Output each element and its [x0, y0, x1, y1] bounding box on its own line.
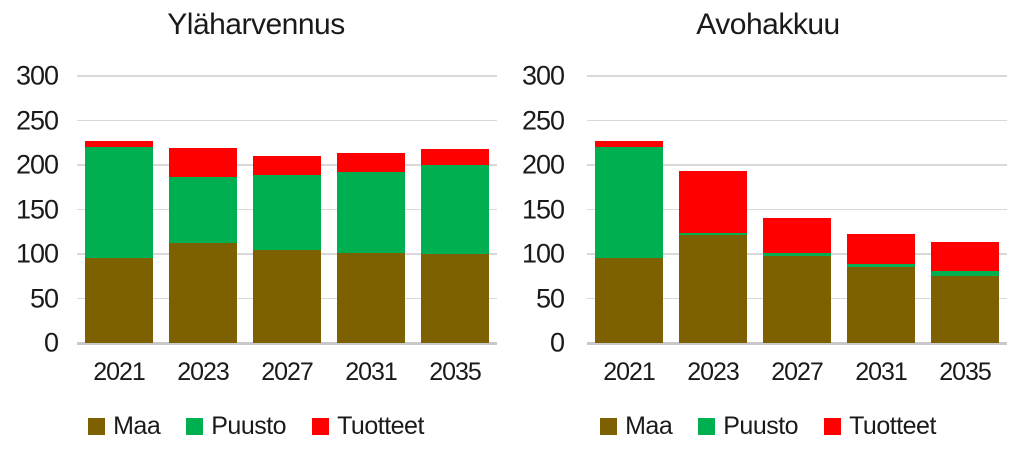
y-tick-label-100: 100	[15, 238, 59, 269]
chart-title: Yläharvennus	[167, 8, 345, 41]
y-tick-label-150: 150	[521, 194, 565, 224]
x-tick-label-2027: 2027	[261, 358, 314, 386]
legend-label-maa: Maa	[625, 411, 673, 440]
x-tick-label-2023: 2023	[687, 358, 740, 386]
y-tick-label-50: 50	[535, 283, 565, 313]
y-tick-label-300: 300	[15, 60, 59, 91]
x-tick-label-2035: 2035	[429, 358, 482, 386]
bar-segment-tuotteet-2031	[847, 233, 915, 264]
x-tick-label-2031: 2031	[855, 358, 908, 386]
x-tick-label-2021: 2021	[93, 358, 146, 386]
x-axis-line	[77, 341, 497, 345]
chart-avohakkuu: Avohakkuu 0 50 100 150 200 250 300 2021 2023 202…	[512, 0, 1024, 456]
legend-item-tuotteet: Tuotteet	[312, 412, 424, 441]
gridline-200	[587, 164, 1007, 166]
bar-segment-tuotteet-2027	[763, 217, 831, 254]
bar-segment-puusto-2031	[847, 263, 915, 268]
bar-segment-tuotteet-2021	[85, 140, 153, 148]
bar-segment-maa-2021	[85, 258, 153, 343]
bar-segment-puusto-2027	[253, 174, 321, 250]
x-tick-label-2031: 2031	[345, 358, 398, 386]
y-axis-tick-labels: 0 50 100 150 200 250 300	[0, 61, 59, 358]
bar-segment-tuotteet-2023	[169, 148, 237, 178]
chart-ylaharvennus: Yläharvennus 0 50 100 150 200 250 300 2021 2023…	[0, 8, 512, 446]
legend-item-puusto: Puusto	[186, 411, 287, 441]
x-tick-label-2035: 2035	[939, 358, 992, 386]
legend-item-tuotteet: Tuotteet	[824, 412, 936, 441]
bar-segment-tuotteet-2035	[931, 241, 999, 271]
legend-swatch-maa	[88, 417, 106, 435]
gridline-250	[587, 119, 1007, 122]
legend-item-puusto: Puusto	[698, 411, 799, 441]
y-tick-label-250: 250	[521, 105, 565, 135]
bar-segment-tuotteet-2023	[679, 171, 747, 233]
legend-swatch-tuotteet	[312, 417, 330, 435]
y-tick-label-0: 0	[43, 327, 59, 358]
y-tick-label-100: 100	[521, 238, 565, 269]
y-tick-label-250: 250	[15, 105, 59, 135]
bar-segment-puusto-2021	[595, 147, 663, 259]
legend-swatch-maa	[600, 417, 618, 435]
legend-swatch-tuotteet	[824, 417, 842, 435]
legend-swatch-puusto	[698, 417, 716, 435]
bar-segment-maa-2023	[679, 235, 747, 343]
bar-segment-puusto-2023	[169, 177, 237, 244]
y-axis-tick-labels: 0 50 100 150 200 250 300	[512, 61, 565, 358]
bar-segment-maa-2023	[169, 243, 237, 343]
y-tick-label-200: 200	[15, 149, 59, 180]
bar-segment-puusto-2023	[679, 232, 747, 236]
legend: Maa Puusto Tuotteet	[512, 406, 1024, 446]
legend-label-puusto: Puusto	[723, 411, 799, 440]
gridline-300	[77, 75, 497, 77]
x-tick-label-2023: 2023	[177, 358, 230, 386]
bar-segment-puusto-2035	[931, 270, 999, 277]
x-axis-tick-labels: 2021 2023 2027 2031 2035	[587, 354, 1007, 388]
legend-item-maa: Maa	[600, 411, 673, 441]
plot-area	[77, 75, 497, 345]
bar-segment-maa-2031	[337, 253, 405, 343]
plot-area	[587, 75, 1007, 345]
legend-label-puusto: Puusto	[211, 411, 287, 440]
bar-segment-puusto-2031	[337, 172, 405, 254]
bar-segment-maa-2035	[931, 276, 999, 343]
y-tick-label-300: 300	[521, 60, 565, 91]
bar-segment-maa-2031	[847, 267, 915, 343]
bar-segment-maa-2027	[253, 249, 321, 343]
bar-segment-puusto-2027	[763, 253, 831, 256]
bar-segment-maa-2027	[763, 255, 831, 343]
bar-segment-maa-2021	[595, 258, 663, 343]
x-tick-label-2027: 2027	[771, 358, 824, 386]
legend-item-maa: Maa	[88, 411, 161, 441]
x-tick-label-2021: 2021	[603, 358, 656, 386]
bar-segment-tuotteet-2031	[337, 153, 405, 173]
gridline-250	[77, 119, 497, 122]
y-tick-label-50: 50	[29, 283, 59, 313]
bar-segment-maa-2035	[421, 254, 489, 343]
bar-segment-puusto-2035	[421, 165, 489, 254]
bar-segment-tuotteet-2021	[595, 140, 663, 148]
x-axis-tick-labels: 2021 2023 2027 2031 2035	[77, 354, 497, 388]
legend-label-tuotteet: Tuotteet	[849, 411, 936, 440]
bar-segment-puusto-2021	[85, 147, 153, 259]
bar-segment-tuotteet-2027	[253, 156, 321, 175]
y-tick-label-200: 200	[521, 149, 565, 180]
legend-label-maa: Maa	[113, 411, 161, 440]
x-axis-line	[587, 341, 1007, 345]
legend-swatch-puusto	[186, 417, 204, 435]
gridline-150	[587, 208, 1007, 211]
legend-label-tuotteet: Tuotteet	[337, 411, 424, 440]
gridline-300	[587, 75, 1007, 77]
y-tick-label-0: 0	[549, 327, 565, 358]
bar-segment-tuotteet-2035	[421, 148, 489, 165]
chart-title: Avohakkuu	[696, 8, 840, 41]
y-tick-label-150: 150	[15, 194, 59, 224]
legend: Maa Puusto Tuotteet	[0, 406, 512, 446]
